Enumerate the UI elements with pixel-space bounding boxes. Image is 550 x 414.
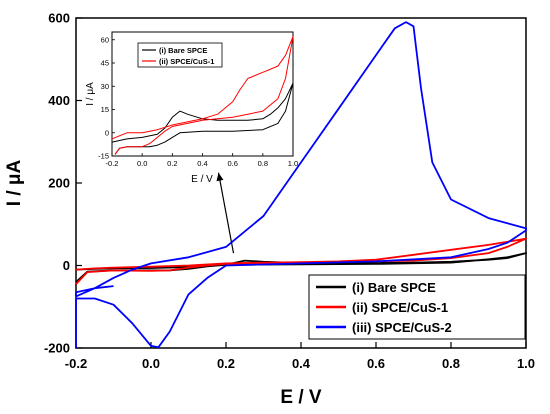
main-series-lines [75, 21, 527, 349]
inset-legend: (i) Bare SPCE (ii) SPCE/CuS-1 [137, 42, 223, 68]
x-tick-label: 0.6 [367, 356, 385, 371]
inset-y-axis-title: I / μA [85, 82, 96, 106]
x-tick-label: 0.4 [292, 356, 311, 371]
inset-legend-box [137, 42, 223, 68]
y-tick-label: -200 [44, 341, 70, 356]
annotation-arrow-line [217, 172, 235, 254]
x-tick-label: 0.4 [197, 159, 207, 168]
inset-series-lines [111, 36, 294, 155]
y-tick-label: 60 [101, 35, 109, 44]
x-tick-label: 1.0 [517, 356, 535, 371]
x-tick-label: 0.2 [217, 356, 235, 371]
inset-legend-label-2: (ii) SPCE/CuS-1 [159, 57, 214, 66]
x-tick-label: 0.8 [442, 356, 460, 371]
x-tick-label: 0.8 [258, 159, 268, 168]
annotation-arrow-head [216, 172, 224, 182]
series-line-2 [111, 36, 294, 155]
y-tick-label: 200 [48, 176, 70, 191]
main-legend: (i) Bare SPCE (ii) SPCE/CuS-1 (iii) SPCE/C… [308, 274, 526, 340]
x-tick-label: -0.2 [65, 356, 87, 371]
inset-x-axis-title: E / V [191, 174, 213, 185]
x-tick-label: 0.6 [227, 159, 237, 168]
series-line-3 [75, 21, 527, 349]
legend-label-3: (iii) SPCE/CuS-2 [352, 320, 452, 335]
x-tick-label: 1.0 [288, 159, 298, 168]
x-tick-label: 0.0 [137, 159, 147, 168]
y-tick-label: 400 [48, 93, 70, 108]
series-line-1 [111, 82, 294, 155]
main-x-axis-title: E / V [280, 387, 322, 408]
y-tick-label: 0 [63, 258, 70, 273]
main-y-axis-title: I / μA [4, 159, 25, 206]
inset-plot: -0.2 0.0 0.2 0.4 0.6 0.8 1.0 -15 0 15 30 45 60 (i) B… [85, 31, 298, 185]
legend-label-1: (i) Bare SPCE [352, 280, 436, 295]
legend-label-2: (ii) SPCE/CuS-1 [352, 300, 448, 315]
x-tick-label: 0.2 [167, 159, 177, 168]
inset-ticks: -0.2 0.0 0.2 0.4 0.6 0.8 1.0 -15 0 15 30 45 60 [98, 35, 298, 168]
y-tick-label: 600 [48, 11, 70, 26]
y-tick-label: 15 [101, 105, 109, 114]
x-tick-label: 0.0 [142, 356, 160, 371]
y-tick-label: -15 [98, 152, 109, 161]
y-tick-label: 30 [101, 82, 109, 91]
main-annotation [216, 172, 235, 254]
x-tick-label: -0.2 [106, 159, 119, 168]
inset-legend-label-1: (i) Bare SPCE [159, 46, 207, 55]
y-tick-label: 45 [101, 59, 109, 68]
series-line-2 [75, 237, 527, 285]
y-tick-label: 0 [105, 128, 109, 137]
